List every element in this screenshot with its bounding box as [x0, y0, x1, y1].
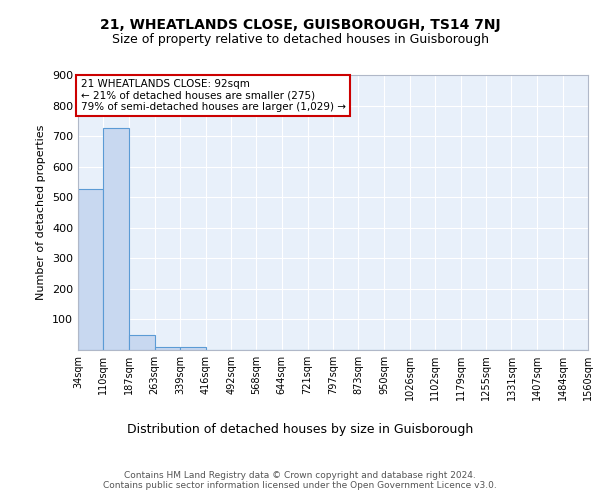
- Text: 21, WHEATLANDS CLOSE, GUISBOROUGH, TS14 7NJ: 21, WHEATLANDS CLOSE, GUISBOROUGH, TS14 …: [100, 18, 500, 32]
- Text: Size of property relative to detached houses in Guisborough: Size of property relative to detached ho…: [112, 32, 488, 46]
- Text: Distribution of detached houses by size in Guisborough: Distribution of detached houses by size …: [127, 422, 473, 436]
- Y-axis label: Number of detached properties: Number of detached properties: [37, 125, 46, 300]
- Bar: [129, 334, 155, 350]
- Bar: [78, 189, 103, 350]
- Bar: [103, 128, 129, 350]
- Text: 21 WHEATLANDS CLOSE: 92sqm
← 21% of detached houses are smaller (275)
79% of sem: 21 WHEATLANDS CLOSE: 92sqm ← 21% of deta…: [80, 79, 346, 112]
- Text: Contains HM Land Registry data © Crown copyright and database right 2024.
Contai: Contains HM Land Registry data © Crown c…: [103, 470, 497, 490]
- Bar: [155, 347, 180, 350]
- Bar: [180, 347, 206, 350]
